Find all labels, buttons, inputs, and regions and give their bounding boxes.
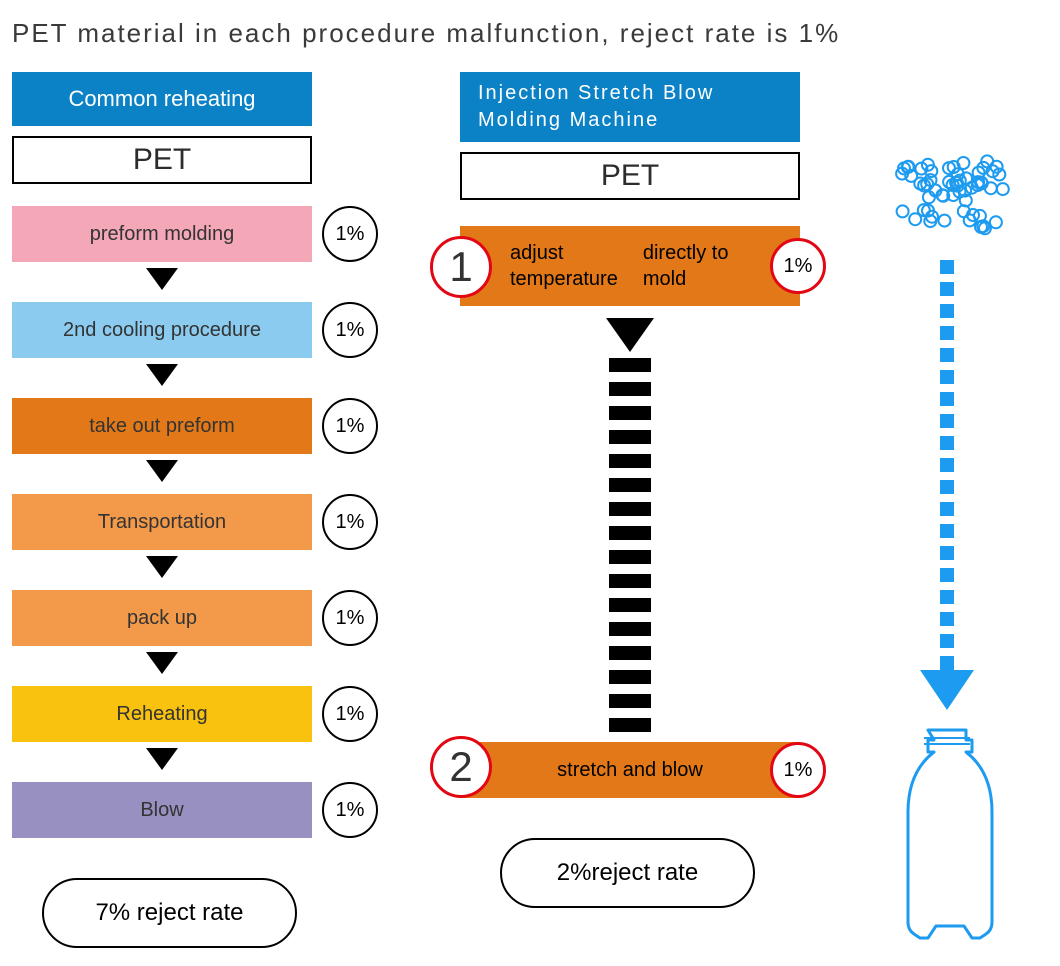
dashed-connector [609,358,651,732]
left-step-2-box: 2nd cooling procedure [12,302,312,358]
left-step-4-pct: 1% [322,494,378,550]
dotted-arrow-icon [920,260,974,710]
step-number-1: 1 [430,236,492,298]
left-result: 7% reject rate [42,878,297,948]
left-step-7-pct: 1% [322,782,378,838]
step-number-2: 2 [430,736,492,798]
arrow-down-icon [146,652,178,674]
big-arrow-down-icon [606,318,654,352]
right-column: Injection Stretch BlowMolding Machine PE… [460,72,800,908]
left-step-6-box: Reheating [12,686,312,742]
arrow-down-icon [146,460,178,482]
arrow-down-icon [146,748,178,770]
bottle-icon [908,730,992,938]
right-step-2: stretch and blow 2 1% [460,742,800,798]
arrow-down-icon [146,364,178,386]
left-step-1-pct: 1% [322,206,378,262]
right-step-2-box: stretch and blow [460,742,800,798]
left-step-5-pct: 1% [322,590,378,646]
pellet-to-bottle-illustration [850,150,1040,955]
left-step-1-box: preform molding [12,206,312,262]
left-step-2: 2nd cooling procedure1% [12,302,312,358]
right-step-2-pct: 1% [770,742,826,798]
left-header: Common reheating [12,72,312,126]
left-step-5: pack up1% [12,590,312,646]
right-step-1-pct: 1% [770,238,826,294]
left-step-1: preform molding1% [12,206,312,262]
page-title: PET material in each procedure malfuncti… [12,18,840,49]
right-pet-box: PET [460,152,800,200]
left-step-3: take out preform1% [12,398,312,454]
left-step-4-box: Transportation [12,494,312,550]
left-step-3-box: take out preform [12,398,312,454]
left-step-6-pct: 1% [322,686,378,742]
left-step-4: Transportation1% [12,494,312,550]
right-step-1-box: adjust temperaturedirectly to mold [460,226,800,306]
pellets-icon [896,155,1009,234]
left-pet-box: PET [12,136,312,184]
left-step-6: Reheating1% [12,686,312,742]
left-step-3-pct: 1% [322,398,378,454]
left-column: Common reheating PET preform molding1% 2n… [12,72,312,948]
left-step-2-pct: 1% [322,302,378,358]
left-step-7-box: Blow [12,782,312,838]
arrow-down-icon [146,268,178,290]
arrow-down-icon [146,556,178,578]
left-step-7: Blow1% [12,782,312,838]
left-step-5-box: pack up [12,590,312,646]
right-header: Injection Stretch BlowMolding Machine [460,72,800,142]
right-step-1: adjust temperaturedirectly to mold 1 1% [460,226,800,306]
right-result: 2%reject rate [500,838,755,908]
